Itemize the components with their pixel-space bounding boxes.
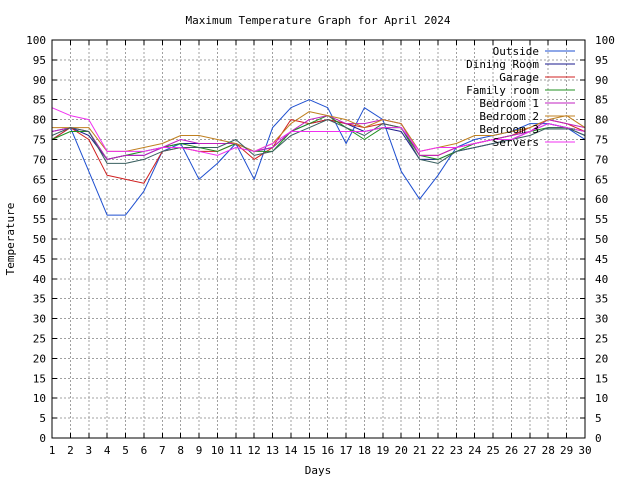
y-tick-label-left: 70 bbox=[33, 153, 46, 166]
x-tick-label: 11 bbox=[229, 444, 242, 457]
legend-label-dining-room: Dining Room bbox=[466, 58, 539, 71]
y-tick-label-left: 95 bbox=[33, 54, 46, 67]
legend-label-outside: Outside bbox=[493, 45, 539, 58]
x-tick-label: 5 bbox=[122, 444, 129, 457]
x-tick-label: 22 bbox=[431, 444, 444, 457]
y-tick-label-left: 80 bbox=[33, 114, 46, 127]
x-tick-label: 3 bbox=[85, 444, 92, 457]
y-tick-label-right: 80 bbox=[595, 114, 608, 127]
x-tick-label: 30 bbox=[578, 444, 591, 457]
y-tick-label-left: 25 bbox=[33, 333, 46, 346]
x-tick-label: 9 bbox=[196, 444, 203, 457]
x-tick-label: 25 bbox=[486, 444, 499, 457]
y-tick-label-left: 55 bbox=[33, 213, 46, 226]
y-tick-label-left: 90 bbox=[33, 74, 46, 87]
y-tick-label-right: 0 bbox=[595, 432, 602, 445]
x-tick-label: 21 bbox=[413, 444, 426, 457]
y-tick-label-left: 40 bbox=[33, 273, 46, 286]
y-tick-label-right: 75 bbox=[595, 134, 608, 147]
y-tick-label-right: 40 bbox=[595, 273, 608, 286]
x-tick-label: 16 bbox=[321, 444, 334, 457]
x-tick-label: 8 bbox=[177, 444, 184, 457]
y-tick-label-right: 50 bbox=[595, 233, 608, 246]
y-tick-label-right: 10 bbox=[595, 392, 608, 405]
y-tick-label-right: 20 bbox=[595, 352, 608, 365]
legend-label-bedroom-3: Bedroom 3 bbox=[479, 123, 539, 136]
y-tick-label-right: 15 bbox=[595, 372, 608, 385]
x-tick-label: 29 bbox=[560, 444, 573, 457]
y-tick-label-right: 30 bbox=[595, 313, 608, 326]
x-axis-label: Days bbox=[305, 464, 332, 477]
legend-label-bedroom-2: Bedroom 2 bbox=[479, 110, 539, 123]
y-tick-label-right: 5 bbox=[595, 412, 602, 425]
y-tick-label-left: 20 bbox=[33, 352, 46, 365]
y-tick-label-left: 45 bbox=[33, 253, 46, 266]
y-tick-label-left: 100 bbox=[26, 34, 46, 47]
x-tick-label: 27 bbox=[523, 444, 536, 457]
legend-label-family-room: Family room bbox=[466, 84, 539, 97]
y-tick-label-left: 10 bbox=[33, 392, 46, 405]
y-tick-label-right: 70 bbox=[595, 153, 608, 166]
x-tick-label: 12 bbox=[248, 444, 261, 457]
y-tick-label-right: 85 bbox=[595, 94, 608, 107]
x-tick-label: 4 bbox=[104, 444, 111, 457]
legend-label-garage: Garage bbox=[499, 71, 539, 84]
y-tick-label-right: 60 bbox=[595, 193, 608, 206]
y-tick-label-left: 65 bbox=[33, 173, 46, 186]
y-tick-label-right: 90 bbox=[595, 74, 608, 87]
x-tick-label: 10 bbox=[211, 444, 224, 457]
x-tick-label: 6 bbox=[141, 444, 148, 457]
x-tick-label: 28 bbox=[542, 444, 555, 457]
y-tick-label-left: 75 bbox=[33, 134, 46, 147]
x-tick-label: 14 bbox=[284, 444, 298, 457]
x-tick-label: 26 bbox=[505, 444, 518, 457]
y-tick-label-left: 30 bbox=[33, 313, 46, 326]
y-tick-label-right: 35 bbox=[595, 293, 608, 306]
series-line-bedroom-2 bbox=[52, 111, 586, 152]
x-tick-label: 18 bbox=[358, 444, 371, 457]
y-tick-label-right: 45 bbox=[595, 253, 608, 266]
x-tick-label: 1 bbox=[49, 444, 56, 457]
legend-label-bedroom-1: Bedroom 1 bbox=[479, 97, 539, 110]
x-tick-label: 24 bbox=[468, 444, 482, 457]
x-tick-label: 15 bbox=[303, 444, 316, 457]
y-tick-label-right: 95 bbox=[595, 54, 608, 67]
y-tick-label-right: 55 bbox=[595, 213, 608, 226]
y-tick-label-left: 5 bbox=[39, 412, 46, 425]
y-tick-label-left: 35 bbox=[33, 293, 46, 306]
series-lines bbox=[51, 99, 586, 216]
series-line-bedroom-1 bbox=[51, 115, 586, 160]
series-line-servers bbox=[51, 107, 586, 156]
x-tick-label: 23 bbox=[450, 444, 463, 457]
x-tick-label: 7 bbox=[159, 444, 166, 457]
chart-title: Maximum Temperature Graph for April 2024 bbox=[186, 14, 451, 27]
x-tick-label: 13 bbox=[266, 444, 279, 457]
y-tick-label-left: 0 bbox=[39, 432, 46, 445]
series-line-bedroom-3 bbox=[51, 119, 586, 164]
x-tick-label: 17 bbox=[339, 444, 352, 457]
y-axis-label: Temperature bbox=[4, 203, 17, 276]
y-tick-label-left: 15 bbox=[33, 372, 46, 385]
y-tick-label-left: 60 bbox=[33, 193, 46, 206]
x-tick-label: 2 bbox=[67, 444, 74, 457]
y-tick-label-right: 25 bbox=[595, 333, 608, 346]
y-tick-label-right: 100 bbox=[595, 34, 615, 47]
x-tick-label: 20 bbox=[395, 444, 408, 457]
y-tick-label-right: 65 bbox=[595, 173, 608, 186]
y-tick-label-left: 50 bbox=[33, 233, 46, 246]
x-tick-label: 19 bbox=[376, 444, 389, 457]
y-tick-label-left: 85 bbox=[33, 94, 46, 107]
legend-label-servers: Servers bbox=[493, 136, 539, 149]
